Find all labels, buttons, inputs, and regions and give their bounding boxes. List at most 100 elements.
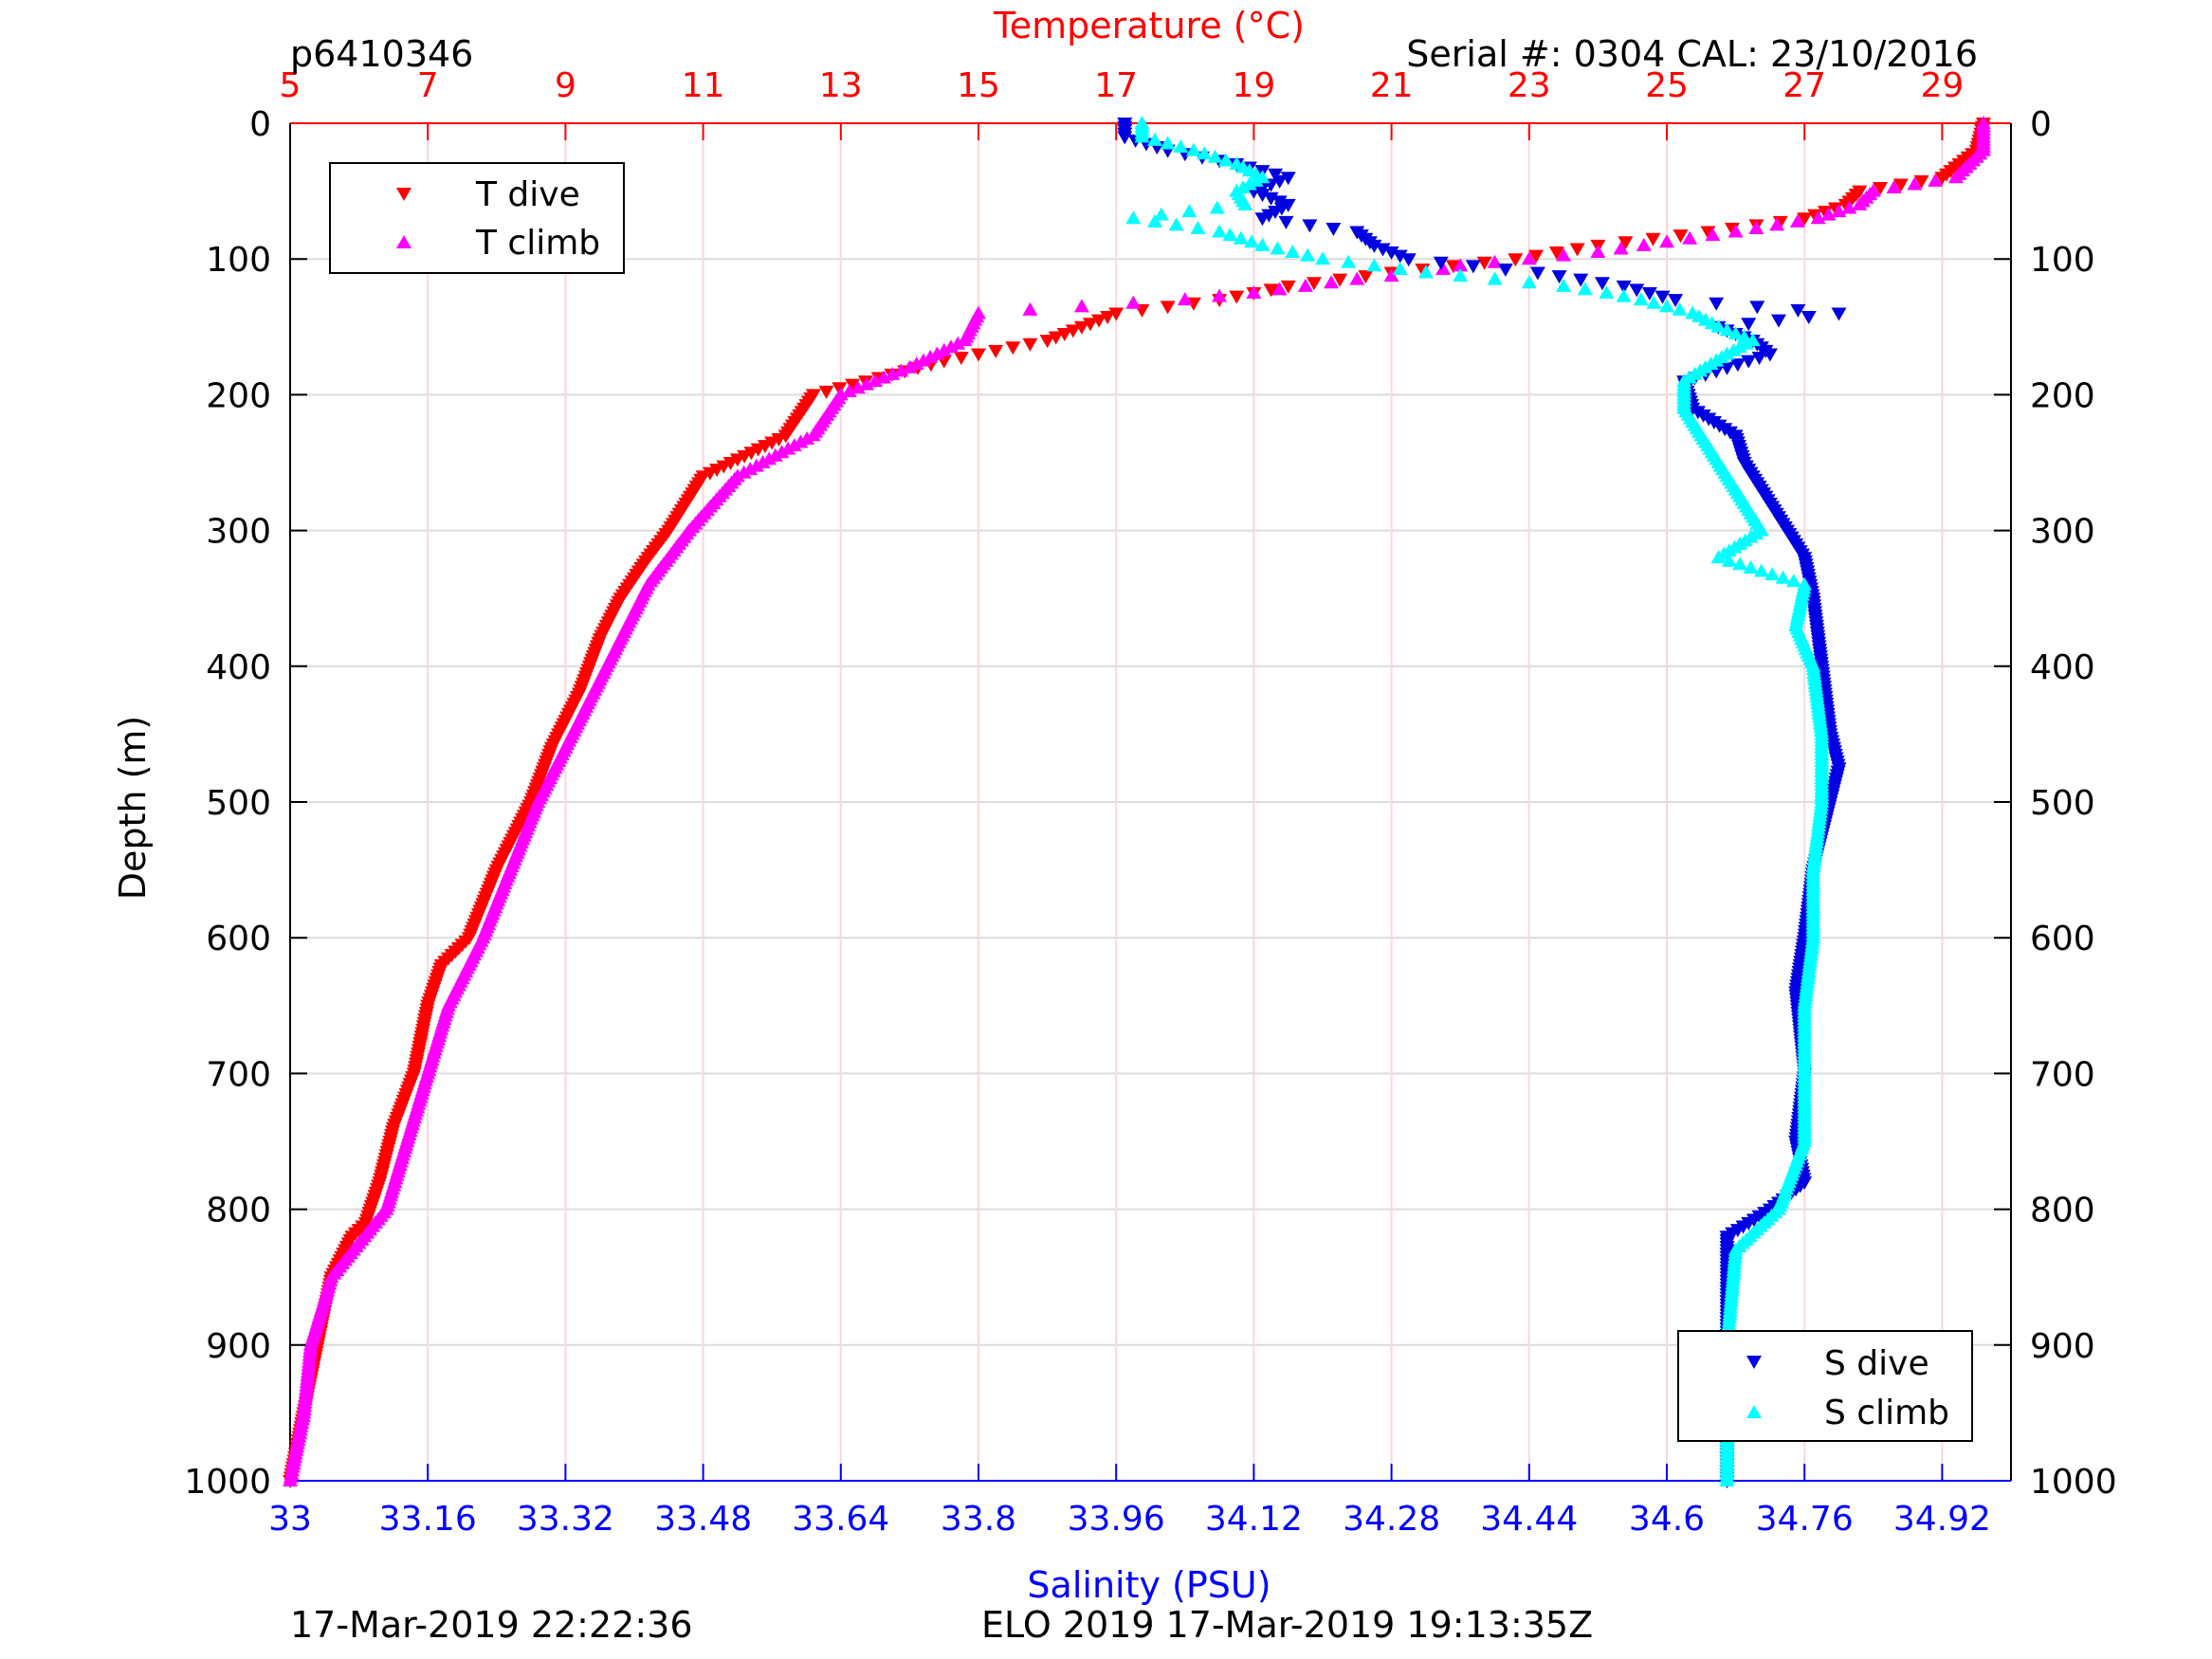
depth-tick-label-right: 500	[2030, 784, 2095, 823]
data-point	[1383, 268, 1399, 283]
data-point	[1556, 247, 1572, 262]
data-point	[1672, 301, 1688, 316]
data-point	[1705, 228, 1721, 242]
data-point	[1349, 271, 1365, 285]
temperature-tick-label: 5	[280, 66, 302, 105]
series-t-climb	[283, 116, 1991, 1486]
data-point	[1599, 285, 1615, 299]
data-point	[1300, 247, 1316, 262]
data-point	[1280, 172, 1296, 186]
salinity-tick-label: 33.16	[379, 1500, 477, 1539]
data-point	[1417, 264, 1434, 279]
serial-calibration: Serial #: 0304 CAL: 23/10/2016	[1406, 33, 1978, 75]
data-point	[1654, 290, 1671, 304]
data-point	[743, 447, 759, 461]
data-point	[1521, 275, 1537, 289]
data-point	[1548, 246, 1564, 261]
data-point	[818, 385, 834, 399]
data-point	[1790, 303, 1806, 318]
data-point	[1616, 280, 1632, 294]
data-point	[1073, 299, 1089, 313]
data-point	[1190, 220, 1206, 234]
data-point	[1261, 209, 1277, 223]
data-point	[1325, 222, 1342, 236]
temperature-tick-label: 13	[819, 66, 863, 105]
data-point	[1209, 200, 1225, 214]
salinity-legend-box	[1677, 1330, 1973, 1442]
data-point	[1633, 292, 1649, 306]
salinity-tick-label: 34.6	[1629, 1500, 1705, 1539]
data-point	[1682, 230, 1698, 245]
data-point	[1629, 283, 1645, 298]
salinity-tick-label: 34.28	[1343, 1500, 1440, 1539]
data-point	[1212, 288, 1228, 302]
legend-label-s-dive: S dive	[1824, 1344, 1929, 1383]
depth-tick-label-right: 700	[2030, 1055, 2095, 1094]
data-point	[1709, 297, 1725, 311]
legend-marker-s-dive	[1746, 1356, 1762, 1369]
data-point	[1646, 295, 1662, 309]
data-point	[1168, 217, 1184, 231]
data-point	[1728, 224, 1744, 238]
data-point	[1022, 301, 1038, 316]
salinity-tick-label: 34.76	[1756, 1500, 1854, 1539]
depth-tick-label-left: 200	[206, 376, 271, 415]
data-point	[1476, 256, 1492, 270]
data-point	[1233, 230, 1249, 245]
legend-marker-s-climb	[1746, 1405, 1762, 1418]
data-point	[953, 352, 969, 366]
data-point	[1831, 307, 1847, 321]
data-point	[1237, 196, 1253, 210]
data-point	[859, 376, 875, 391]
data-point	[1573, 273, 1589, 287]
data-point	[1082, 318, 1098, 332]
data-point	[1263, 191, 1279, 206]
data-point	[1229, 290, 1245, 304]
data-point	[1285, 245, 1301, 259]
data-point	[1271, 282, 1288, 296]
data-point	[1181, 204, 1197, 218]
depth-tick-label-left: 800	[206, 1192, 271, 1231]
data-point	[1246, 285, 1262, 299]
temperature-tick-label: 11	[682, 66, 725, 105]
salinity-tick-label: 33.96	[1068, 1500, 1165, 1539]
data-point	[1508, 253, 1524, 267]
data-point	[1892, 178, 1909, 192]
data-point	[1273, 202, 1289, 216]
data-point	[1741, 318, 1757, 332]
data-point	[1594, 277, 1610, 291]
data-point	[1185, 142, 1201, 156]
data-point	[1306, 277, 1322, 291]
data-point	[1852, 196, 1868, 210]
data-point	[1729, 358, 1746, 373]
data-point	[1375, 243, 1391, 257]
data-point	[1551, 270, 1567, 284]
data-point	[716, 460, 732, 474]
depth-tick-label-left: 100	[206, 241, 271, 280]
data-point	[1366, 239, 1382, 253]
data-point	[1487, 254, 1503, 268]
data-point	[1841, 200, 1857, 214]
data-point	[1268, 168, 1284, 182]
footer-mission-info: ELO 2019 17-Mar-2019 19:13:35Z	[981, 1604, 1593, 1646]
data-point	[1719, 322, 1735, 337]
data-point	[1947, 170, 1964, 184]
data-point	[1160, 301, 1176, 315]
data-point	[1487, 271, 1503, 285]
data-point	[902, 359, 918, 374]
depth-tick-label-right: 400	[2030, 648, 2095, 687]
data-point	[1005, 341, 1021, 356]
data-point	[1928, 173, 1944, 187]
data-point	[757, 440, 773, 454]
data-point	[1934, 172, 1950, 186]
data-point	[988, 344, 1004, 358]
data-point	[1743, 559, 1759, 574]
legend-label-t-dive: T dive	[475, 175, 580, 214]
data-point	[1160, 136, 1176, 150]
data-point	[1108, 307, 1124, 321]
data-point	[1616, 288, 1632, 302]
salinity-axis-title: Salinity (PSU)	[1027, 1564, 1271, 1606]
data-point	[893, 363, 909, 377]
legend-label-t-climb: T climb	[475, 224, 600, 263]
data-point	[1332, 273, 1348, 287]
